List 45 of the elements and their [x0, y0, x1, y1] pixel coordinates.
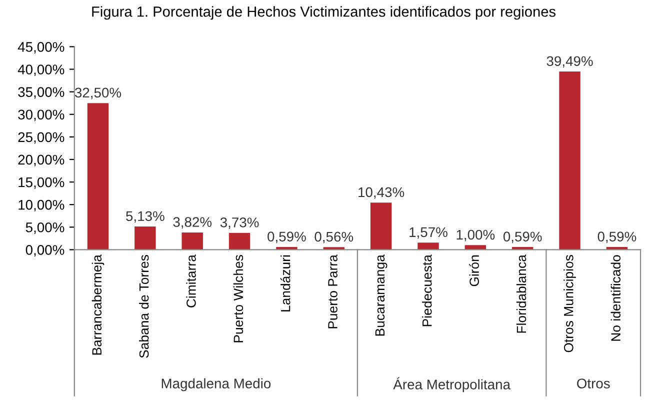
y-tick-label: 25,00% — [18, 132, 64, 144]
y-tick-label: 10,00% — [18, 200, 64, 212]
data-label: 39,49% — [546, 56, 593, 68]
x-tick-label: Barrancabermeja — [92, 254, 104, 355]
x-tick-label: Puerto Parra — [328, 254, 338, 328]
data-label: 3,73% — [220, 218, 259, 229]
x-tick-label: Girón — [469, 255, 479, 286]
data-label: 5,13% — [126, 211, 164, 223]
bar — [370, 202, 392, 250]
y-tick-label: 45,00% — [18, 42, 64, 54]
x-tick-label: Otros Municipios — [564, 255, 576, 352]
bar — [559, 72, 580, 250]
y-tick-label: 35,00% — [18, 87, 64, 99]
y-tick-label: 15,00% — [18, 177, 64, 189]
data-label: 3,82% — [173, 217, 212, 229]
x-tick-label: Sabana de Torres — [139, 255, 149, 358]
x-tick-label: Puerto Wilches — [233, 255, 244, 342]
chart-title: Figura 1. Porcentaje de Hechos Victimizantes identificados por regiones — [92, 6, 556, 20]
data-label: 0,59% — [268, 232, 306, 244]
data-label: 10,43% — [358, 187, 404, 199]
y-tick-label: 40,00% — [18, 64, 64, 76]
x-tick-label: Landázuri — [280, 255, 290, 312]
x-tick-label: Bucaramanga — [375, 254, 388, 336]
data-label: 1,00% — [456, 230, 495, 242]
x-tick-label: No identificado — [610, 255, 620, 341]
bar — [134, 226, 156, 250]
data-label: 0,56% — [314, 232, 354, 244]
data-label: 1,57% — [410, 227, 448, 239]
y-tick-label: 5,00% — [26, 222, 64, 234]
bar — [228, 232, 250, 250]
data-label: 0,59% — [598, 232, 636, 244]
bar — [418, 242, 439, 250]
bar — [182, 232, 203, 250]
text: Magdalena Medio — [162, 378, 271, 392]
y-tick-label: 30,00% — [18, 110, 64, 122]
text: Área Metropolitana — [393, 377, 510, 392]
x-tick-label: Piedecuesta — [422, 254, 432, 326]
data-label: 0,59% — [503, 232, 542, 244]
data-label: 32,50% — [74, 88, 122, 100]
bar — [87, 103, 109, 250]
x-tick-label: Cimitarra — [186, 254, 196, 308]
y-tick-label: 0,00% — [26, 245, 64, 256]
x-tick-label: Floridablanca — [516, 254, 526, 333]
y-tick-label: 20,00% — [18, 154, 64, 166]
text: Otros — [577, 378, 610, 388]
